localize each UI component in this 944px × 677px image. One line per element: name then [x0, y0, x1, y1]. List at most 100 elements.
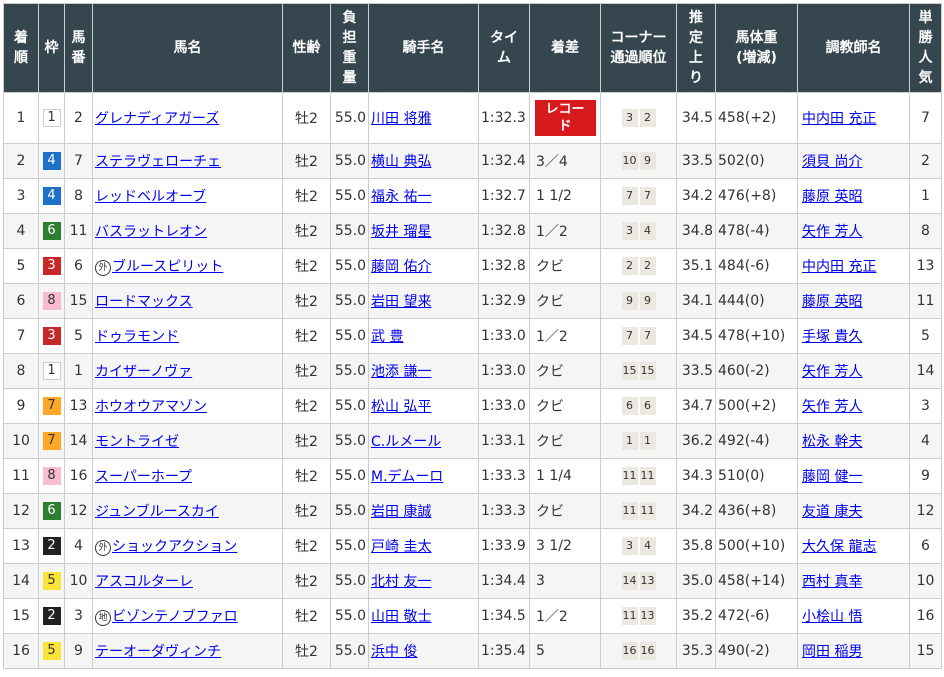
- trainer-link[interactable]: 矢作 芳人: [802, 399, 863, 415]
- trainer-link[interactable]: 矢作 芳人: [802, 224, 863, 240]
- popularity-cell: 5: [909, 318, 942, 354]
- jockey-link[interactable]: 山田 敬士: [371, 609, 432, 625]
- jockey-link[interactable]: 浜中 俊: [371, 644, 418, 660]
- trainer-link[interactable]: 手塚 貴久: [802, 329, 863, 345]
- jockey-link[interactable]: C.ルメール: [371, 434, 442, 450]
- horse-name-link[interactable]: スーパーホープ: [95, 469, 193, 485]
- horse-name-link[interactable]: ドゥラモンド: [95, 329, 179, 345]
- jockey-cell: 福永 祐一: [368, 178, 479, 214]
- body-weight-cell: 492(-4): [715, 423, 798, 459]
- trainer-link[interactable]: 岡田 稲男: [802, 644, 863, 660]
- horse-name-link[interactable]: ショックアクション: [112, 539, 238, 555]
- waku-cell: 4: [38, 178, 65, 214]
- trainer-link[interactable]: 友道 康夫: [802, 504, 863, 520]
- body-weight: 502: [718, 153, 745, 169]
- trainer-cell: 小桧山 悟: [797, 598, 910, 634]
- horse-name-link[interactable]: カイザーノヴァ: [95, 364, 193, 380]
- trainer-link[interactable]: 矢作 芳人: [802, 364, 863, 380]
- sex-age-cell: 牡2: [282, 458, 331, 494]
- last3f-cell: 34.2: [676, 493, 716, 529]
- trainer-link[interactable]: 小桧山 悟: [802, 609, 863, 625]
- rank-cell: 9: [3, 388, 39, 424]
- body-weight: 484: [718, 258, 745, 274]
- horse-name-cell: ロードマックス: [92, 283, 283, 319]
- header-sex-age: 性齢: [282, 3, 331, 93]
- trainer-link[interactable]: 大久保 龍志: [802, 539, 877, 555]
- horse-name-link[interactable]: アスコルターレ: [95, 574, 193, 590]
- jockey-link[interactable]: M.デムーロ: [371, 469, 444, 485]
- jockey-link[interactable]: 岩田 望来: [371, 294, 432, 310]
- body-weight: 458: [718, 573, 745, 589]
- jockey-cell: 戸崎 圭太: [368, 528, 479, 564]
- popularity-cell: 9: [909, 458, 942, 494]
- time-cell: 1:32.3: [478, 92, 530, 144]
- body-weight: 478: [718, 328, 745, 344]
- horse-name-link[interactable]: ロードマックス: [95, 294, 193, 310]
- body-weight-cell: 460(-2): [715, 353, 798, 389]
- horse-name-link[interactable]: バスラットレオン: [95, 224, 207, 240]
- horse-name-cell: ステラヴェローチェ: [92, 143, 283, 179]
- sex-age-cell: 牡2: [282, 318, 331, 354]
- waku-badge: 3: [42, 327, 61, 345]
- last3f-cell: 36.2: [676, 423, 716, 459]
- horse-name-link[interactable]: ブルースピリット: [112, 259, 224, 275]
- trainer-link[interactable]: 西村 真幸: [802, 574, 863, 590]
- horse-name-link[interactable]: ジュンブルースカイ: [95, 504, 219, 520]
- body-weight: 490: [718, 643, 745, 659]
- table-row: 13 2 4 外ショックアクション 牡2 55.0 戸崎 圭太 1:33.9 3 1/2 3 4 35…: [3, 528, 942, 564]
- trainer-link[interactable]: 須貝 尚介: [802, 154, 863, 170]
- rank-cell: 16: [3, 633, 39, 669]
- horse-name-link[interactable]: テーオーダヴィンチ: [95, 644, 221, 660]
- trainer-link[interactable]: 藤岡 健一: [802, 469, 863, 485]
- waku-cell: 5: [38, 563, 65, 599]
- table-row: 6 8 15 ロードマックス 牡2 55.0 岩田 望来 1:32.9 クビ 9 9 34.1 444(…: [3, 283, 942, 319]
- jockey-link[interactable]: 戸崎 圭太: [371, 539, 432, 555]
- horse-name-link[interactable]: レッドベルオーブ: [95, 189, 207, 205]
- horse-name-link[interactable]: ビゾンテノブファロ: [112, 609, 238, 625]
- last3f-cell: 34.8: [676, 213, 716, 249]
- trainer-link[interactable]: 松永 幹夫: [802, 434, 863, 450]
- horse-name-link[interactable]: モントライゼ: [95, 434, 179, 450]
- corner-position: 6: [639, 397, 656, 415]
- jockey-link[interactable]: 川田 将雅: [371, 111, 432, 127]
- trainer-link[interactable]: 藤原 英昭: [802, 189, 863, 205]
- body-weight: 500: [718, 398, 745, 414]
- jockey-cell: C.ルメール: [368, 423, 479, 459]
- time-cell: 1:33.0: [478, 353, 530, 389]
- jockey-link[interactable]: 坂井 瑠星: [371, 224, 432, 240]
- trainer-link[interactable]: 中内田 充正: [802, 259, 877, 275]
- time-cell: 1:33.9: [478, 528, 530, 564]
- jockey-link[interactable]: 藤岡 佑介: [371, 259, 432, 275]
- table-row: 4 6 11 バスラットレオン 牡2 55.0 坂井 瑠星 1:32.8 1／2 3 4 34.8 47…: [3, 213, 942, 249]
- jockey-link[interactable]: 北村 友一: [371, 574, 432, 590]
- jockey-link[interactable]: 横山 典弘: [371, 154, 432, 170]
- horse-name-cell: スーパーホープ: [92, 458, 283, 494]
- body-weight-cell: 476(+8): [715, 178, 798, 214]
- trainer-link[interactable]: 藤原 英昭: [802, 294, 863, 310]
- waku-badge: 1: [42, 109, 61, 127]
- sex-age-cell: 牡2: [282, 353, 331, 389]
- header-corner: コーナー通過順位: [600, 3, 677, 93]
- jockey-cell: 岩田 望来: [368, 283, 479, 319]
- waku-cell: 4: [38, 143, 65, 179]
- jockey-link[interactable]: 池添 謙一: [371, 364, 432, 380]
- waku-badge: 4: [42, 187, 61, 205]
- header-popularity: 単勝人気: [909, 3, 942, 93]
- jockey-link[interactable]: 松山 弘平: [371, 399, 432, 415]
- jockey-link[interactable]: 武 豊: [371, 329, 404, 345]
- jockey-link[interactable]: 岩田 康誠: [371, 504, 432, 520]
- jockey-link[interactable]: 福永 祐一: [371, 189, 432, 205]
- horse-name-link[interactable]: ホウオウアマゾン: [95, 399, 207, 415]
- corner-position: 7: [621, 327, 638, 345]
- rank-cell: 10: [3, 423, 39, 459]
- horse-name-link[interactable]: ステラヴェローチェ: [95, 154, 221, 170]
- horse-name-link[interactable]: グレナディアガーズ: [95, 111, 220, 127]
- trainer-link[interactable]: 中内田 充正: [802, 111, 877, 127]
- waku-cell: 1: [38, 92, 65, 144]
- horse-number-cell: 9: [64, 633, 93, 669]
- rank-cell: 2: [3, 143, 39, 179]
- horse-number-cell: 14: [64, 423, 93, 459]
- margin-cell: クビ: [529, 353, 601, 389]
